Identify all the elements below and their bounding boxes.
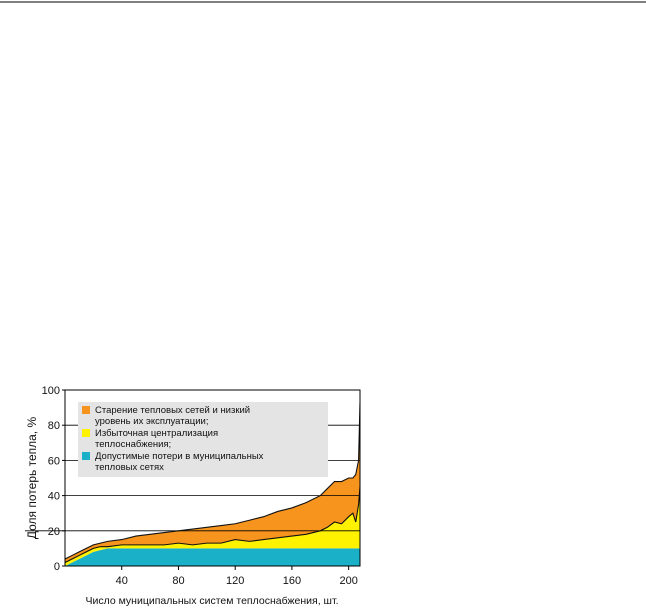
edge-line [64, 402, 361, 560]
y-tick-label: 100 [42, 385, 60, 397]
edge-line [64, 486, 361, 563]
y-tick-label: 80 [48, 420, 60, 432]
x-tick-label: 40 [116, 575, 128, 587]
x-axis-label: Число муниципальных систем теплоснабжени… [85, 595, 338, 607]
legend-swatch [82, 429, 90, 437]
legend-label: Допустимые потери в муниципальных теплов… [95, 451, 264, 473]
legend-entry: Избыточная централизация теплоснабжения; [82, 428, 324, 450]
legend-swatch [82, 406, 90, 414]
x-tick-label: 120 [226, 575, 244, 587]
y-axis-label: Доля потерь тепла, % [25, 417, 39, 540]
y-tick-label: 0 [54, 561, 60, 573]
y-tick-label: 60 [48, 455, 60, 467]
x-tick-label: 80 [172, 575, 184, 587]
x-tick-label: 200 [339, 575, 357, 587]
x-tick-label: 160 [283, 575, 301, 587]
area [65, 548, 360, 566]
y-tick-label: 40 [48, 491, 60, 503]
legend-swatch [82, 452, 90, 460]
y-tick-label: 20 [48, 526, 60, 538]
legend-label: Старение тепловых сетей и низкий уровень… [95, 405, 251, 427]
legend-label: Избыточная централизация теплоснабжения; [95, 428, 219, 450]
plot-frame [64, 389, 361, 567]
area [65, 486, 360, 566]
area [65, 402, 360, 563]
legend: Старение тепловых сетей и низкий уровень… [78, 402, 328, 477]
legend-entry: Старение тепловых сетей и низкий уровень… [82, 405, 324, 427]
legend-entry: Допустимые потери в муниципальных теплов… [82, 451, 324, 473]
